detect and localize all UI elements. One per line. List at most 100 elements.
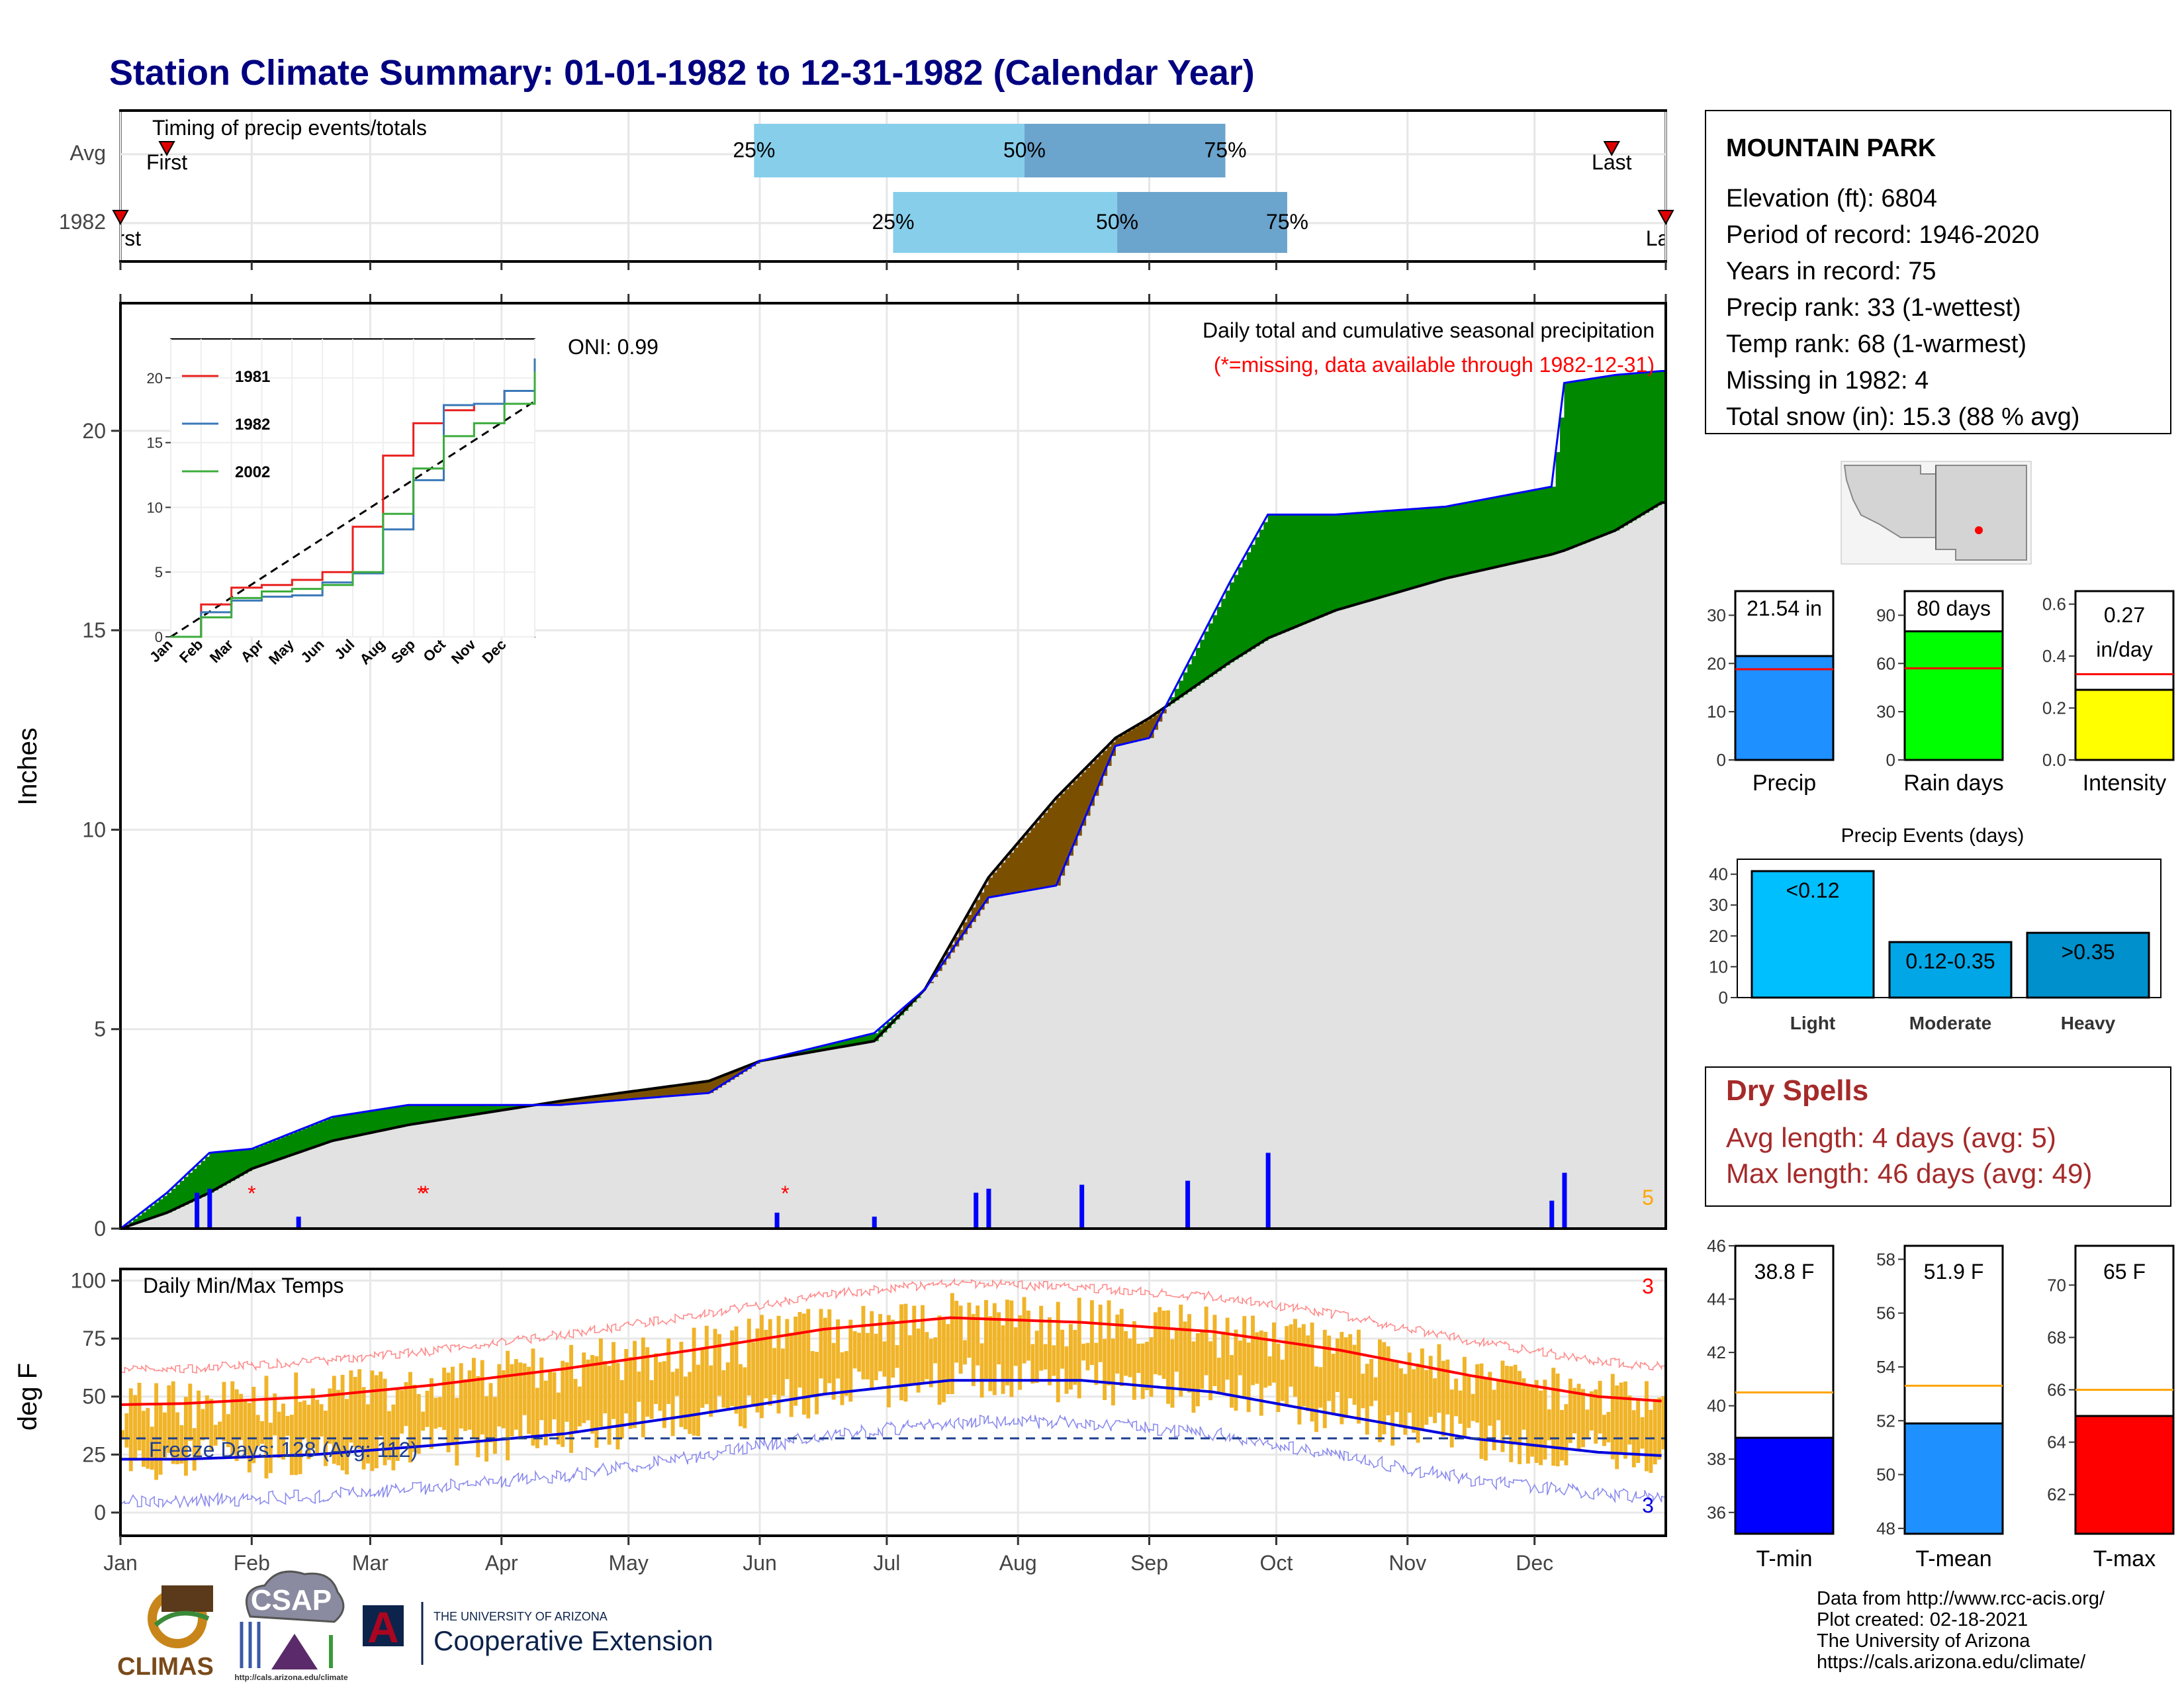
daily-temp-bar bbox=[345, 1399, 349, 1475]
daily-temp-bar bbox=[992, 1303, 997, 1395]
avg-min-temp-line bbox=[120, 1379, 1662, 1461]
below-avg-area bbox=[649, 1089, 655, 1098]
credit-institution: The University of Arizona bbox=[1817, 1630, 2030, 1652]
daily-temp-bar bbox=[979, 1343, 984, 1398]
daily-precip-bar bbox=[1265, 1152, 1271, 1229]
precip-event-value-label: <0.12 bbox=[1786, 878, 1840, 902]
daily-temp-bar bbox=[264, 1376, 269, 1479]
above-avg-area bbox=[175, 1184, 181, 1209]
above-avg-area bbox=[1640, 373, 1645, 516]
above-avg-area bbox=[1513, 494, 1518, 563]
daily-temp-bar bbox=[700, 1348, 705, 1408]
daily-temp-bar bbox=[332, 1376, 336, 1464]
daily-temp-bar bbox=[1394, 1362, 1399, 1413]
daily-temp-bar bbox=[370, 1370, 375, 1472]
above-avg-area bbox=[1314, 514, 1320, 620]
daily-temp-bar bbox=[1454, 1378, 1459, 1417]
daily-temp-bar bbox=[476, 1376, 480, 1458]
above-avg-area bbox=[1458, 504, 1463, 576]
month-label: Dec bbox=[1516, 1551, 1553, 1575]
daily-temp-bar bbox=[1048, 1317, 1052, 1385]
daily-temp-bar bbox=[870, 1311, 874, 1389]
above-avg-area bbox=[1187, 664, 1193, 692]
timing-q25-label: 25% bbox=[872, 210, 914, 234]
above-avg-area bbox=[1322, 514, 1328, 616]
summary-y-tick-label: 0.6 bbox=[2042, 594, 2066, 614]
daily-temp-bar bbox=[1089, 1300, 1094, 1366]
temp-summary-label: T-max bbox=[2093, 1546, 2156, 1571]
daily-temp-bar bbox=[175, 1412, 180, 1464]
daily-precip-bar bbox=[296, 1216, 301, 1229]
inset-series-line bbox=[171, 371, 536, 638]
precip-event-value-label: >0.35 bbox=[2062, 940, 2115, 964]
below-avg-area bbox=[704, 1081, 709, 1094]
daily-temp-bar bbox=[696, 1364, 700, 1436]
above-avg-area bbox=[298, 1130, 303, 1153]
above-avg-area bbox=[1204, 632, 1209, 680]
daily-temp-bar bbox=[1013, 1327, 1018, 1366]
avg-max-temp-line bbox=[120, 1316, 1662, 1407]
daily-temp-bar bbox=[437, 1397, 442, 1428]
daily-temp-bar bbox=[1098, 1304, 1103, 1362]
daily-temp-bar bbox=[1208, 1341, 1212, 1401]
temp-count-top: 3 bbox=[1642, 1274, 1654, 1298]
daily-temp-bar bbox=[492, 1397, 497, 1454]
daily-temp-bar bbox=[929, 1338, 933, 1387]
daily-temp-bar bbox=[366, 1404, 370, 1464]
above-avg-area bbox=[1289, 514, 1294, 630]
daily-temp-bar bbox=[967, 1302, 972, 1358]
above-avg-area bbox=[205, 1156, 210, 1195]
daily-temp-bar bbox=[120, 1430, 124, 1440]
daily-temp-bar bbox=[1005, 1299, 1009, 1385]
daily-temp-bar bbox=[455, 1397, 459, 1466]
daily-temp-bar bbox=[789, 1333, 794, 1417]
daily-temp-bar bbox=[268, 1423, 273, 1474]
above-avg-area bbox=[1251, 544, 1256, 649]
daily-temp-bar bbox=[374, 1375, 379, 1469]
daily-temp-bar bbox=[806, 1309, 811, 1419]
daily-temp-bar bbox=[1458, 1390, 1463, 1424]
precip-event-bar bbox=[1888, 941, 2013, 999]
daily-temp-bar bbox=[899, 1304, 903, 1401]
ua-logo-letter: A bbox=[367, 1603, 399, 1652]
above-avg-area bbox=[328, 1118, 333, 1143]
daily-temp-bar bbox=[1280, 1359, 1285, 1401]
station-info-snow: Total snow (in): 15.3 (88 % avg) bbox=[1726, 403, 2079, 431]
daily-temp-bar bbox=[1361, 1374, 1365, 1409]
daily-temp-bar bbox=[1030, 1344, 1035, 1384]
daily-temp-bar bbox=[1272, 1322, 1276, 1383]
month-label: Jul bbox=[873, 1551, 900, 1575]
daily-temp-bar bbox=[1009, 1300, 1014, 1397]
daily-temp-bar bbox=[1525, 1385, 1530, 1464]
daily-temp-bar bbox=[1534, 1380, 1539, 1463]
daily-temp-bar bbox=[150, 1427, 154, 1470]
daily-temp-bar bbox=[586, 1359, 590, 1421]
daily-temp-bar bbox=[1259, 1330, 1263, 1416]
daily-temp-bar bbox=[662, 1361, 666, 1429]
below-avg-area bbox=[612, 1094, 617, 1102]
daily-temp-bar bbox=[1543, 1380, 1547, 1460]
daily-temp-bar bbox=[658, 1362, 662, 1411]
below-avg-area bbox=[1124, 733, 1129, 744]
above-avg-area bbox=[1246, 552, 1251, 652]
above-avg-area bbox=[1602, 377, 1608, 536]
below-avg-area bbox=[683, 1084, 688, 1096]
daily-temp-bar bbox=[1289, 1324, 1293, 1387]
above-avg-area bbox=[425, 1105, 430, 1123]
daily-temp-bar bbox=[1340, 1332, 1344, 1425]
daily-temp-bar bbox=[188, 1383, 193, 1441]
above-avg-area bbox=[222, 1151, 227, 1186]
above-avg-area bbox=[1200, 639, 1205, 683]
below-avg-area bbox=[675, 1085, 680, 1096]
below-avg-area bbox=[1085, 768, 1091, 816]
daily-temp-bar bbox=[1331, 1354, 1336, 1416]
daily-temp-bar bbox=[497, 1364, 502, 1427]
daily-temp-bar bbox=[827, 1309, 832, 1383]
daily-precip-bar bbox=[774, 1212, 780, 1229]
daily-temp-bar bbox=[1068, 1324, 1073, 1390]
events-y-tick-label: 0 bbox=[1719, 988, 1728, 1008]
summary-bar-value bbox=[1903, 630, 2004, 761]
daily-temp-bar bbox=[1598, 1381, 1602, 1434]
above-avg-area bbox=[391, 1107, 396, 1129]
above-avg-area bbox=[213, 1152, 218, 1191]
